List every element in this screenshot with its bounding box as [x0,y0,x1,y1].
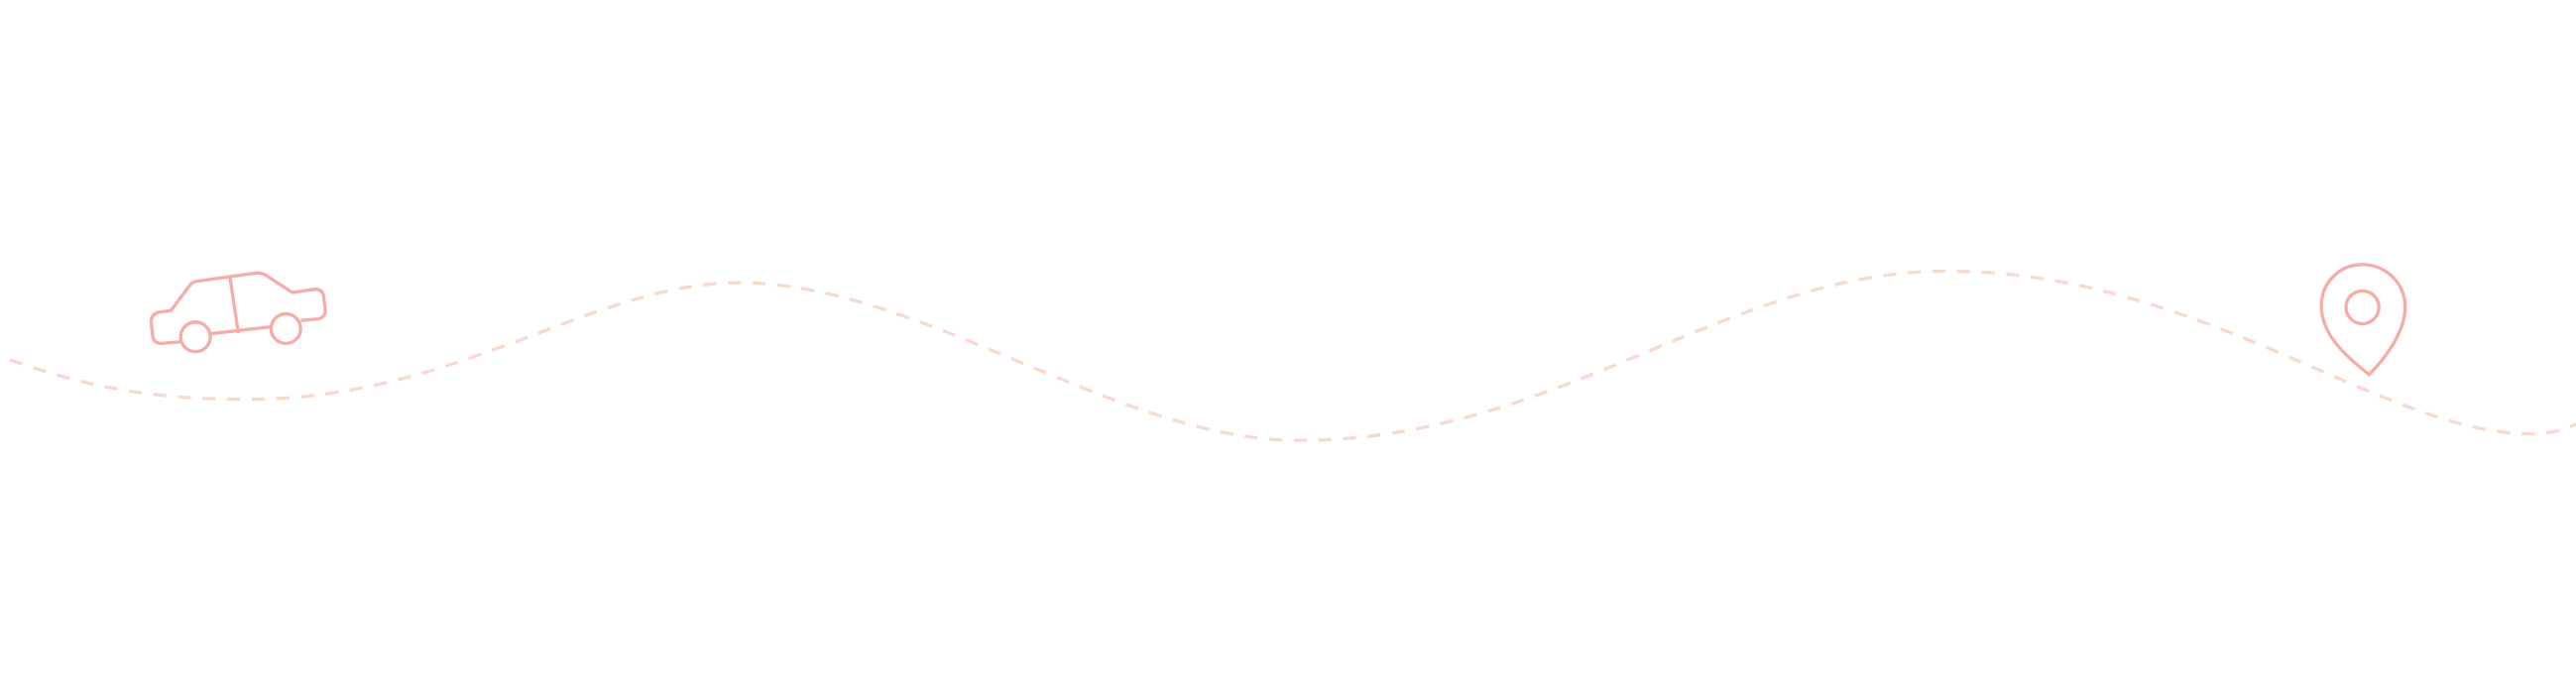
car-body [149,271,327,346]
pin-outline [2319,263,2407,377]
car-sill [210,325,272,336]
car-icon [149,271,327,354]
car-wheel [178,320,212,354]
pin-center [2344,289,2381,326]
car-wheel [269,311,302,346]
car-door [228,276,240,334]
dashed-route [9,269,2576,442]
location-pin-icon [2319,263,2407,377]
